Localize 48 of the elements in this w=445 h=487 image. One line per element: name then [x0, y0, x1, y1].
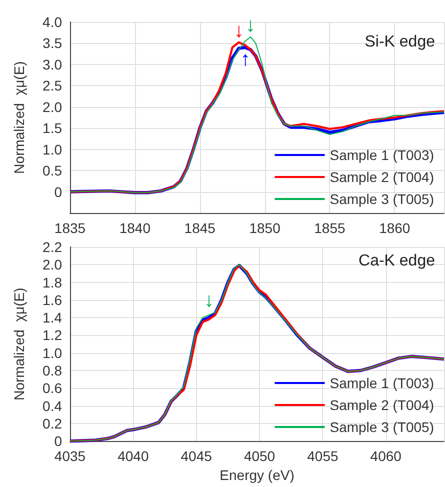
y-tick-label: 1.0 [42, 141, 62, 158]
y-tick-label: 3.5 [42, 35, 62, 52]
y-tick-label: 2.0 [42, 256, 62, 273]
x-tick-label: 4045 [180, 448, 212, 464]
x-tick-label: 1840 [119, 220, 151, 236]
x-tick-label: 4035 [54, 448, 86, 464]
legend-label: Sample 3 (T005) [330, 419, 434, 435]
x-tick-label: 1845 [184, 220, 216, 236]
y-tick-label: 1.8 [42, 274, 62, 290]
y-tick-label: 1.2 [42, 327, 62, 344]
x-axis-title: Energy (eV) [220, 467, 294, 483]
y-tick-label: 1.0 [42, 344, 62, 361]
annotation: Ca-K edge [358, 252, 436, 270]
y-tick-label: 0 [54, 433, 62, 450]
annotation: ↓ [234, 20, 244, 42]
legend-label: Sample 3 (T005) [330, 191, 434, 207]
y-tick-label: 3.0 [42, 56, 62, 72]
y-tick-label: 1.4 [42, 310, 62, 326]
x-tick-label: 1860 [379, 220, 410, 236]
y-tick-label: 4.0 [42, 14, 62, 30]
x-tick-label: 1855 [314, 220, 346, 236]
annotation: Si-K edge [364, 34, 436, 50]
y-tick-label: 0.6 [42, 380, 62, 396]
legend-label: Sample 1 (T003) [330, 375, 434, 391]
x-tick-label: 4040 [118, 448, 149, 464]
y-tick-label: 1.6 [42, 292, 62, 308]
y-axis-title: Normalized χμ(E) [11, 288, 27, 400]
x-tick-label: 4055 [307, 448, 338, 464]
y-tick-label: 2.0 [42, 98, 62, 115]
y-tick-label: 2.5 [42, 78, 62, 94]
x-tick-label: 1835 [54, 220, 86, 236]
y-tick-label: 2.2 [42, 239, 62, 255]
annotation: ↓ [246, 14, 256, 37]
annotation: ↓ [204, 290, 214, 312]
y-axis-title: Normalized χμ(E) [11, 61, 27, 174]
x-tick-label: 4060 [370, 448, 402, 464]
legend-label: Sample 2 (T004) [330, 169, 434, 185]
y-tick-label: 0.8 [42, 362, 62, 379]
y-tick-label: 1.5 [42, 120, 62, 136]
x-tick-label: 4050 [244, 448, 276, 464]
x-tick-label: 1850 [249, 220, 281, 236]
legend-label: Sample 1 (T003) [330, 147, 434, 163]
annotation: ↑ [240, 48, 250, 71]
y-tick-label: 0.5 [42, 162, 62, 179]
y-tick-label: 0.2 [42, 415, 62, 432]
y-tick-label: 0.4 [42, 398, 62, 414]
legend-label: Sample 2 (T004) [330, 397, 434, 413]
y-tick-label: 0 [54, 184, 62, 200]
